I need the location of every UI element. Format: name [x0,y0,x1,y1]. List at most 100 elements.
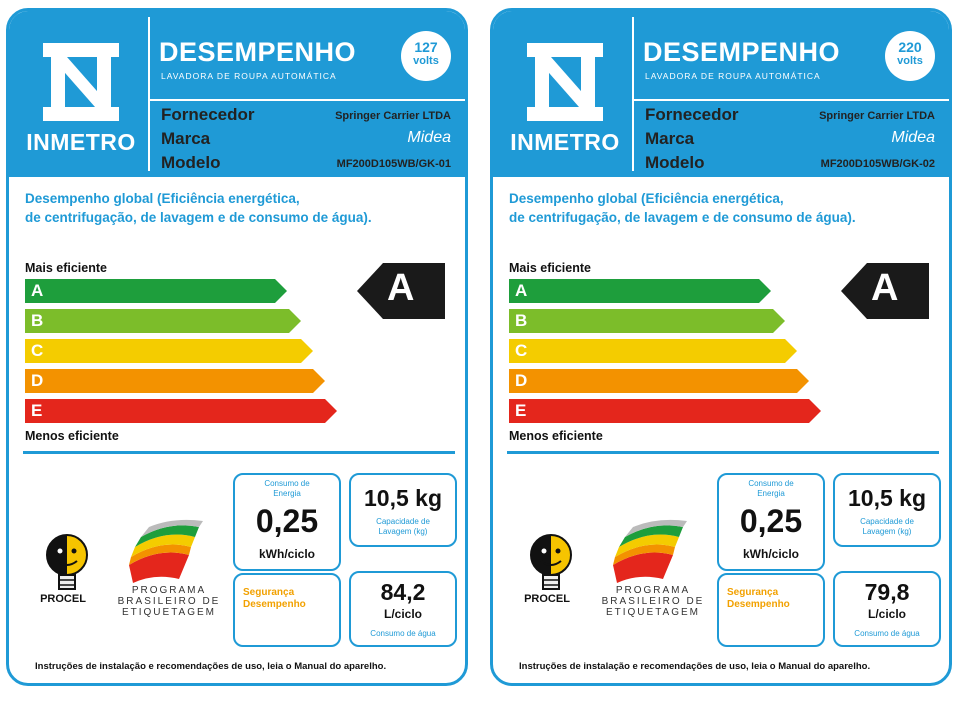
section-separator [23,451,455,454]
mais-eficiente-label: Mais eficiente [509,261,591,275]
fornecedor-value: Springer Carrier LTDA [819,110,935,122]
label-title: DESEMPENHO [159,37,357,67]
menos-eficiente-label: Menos eficiente [509,429,603,443]
class-bar-c: C [25,339,313,363]
label-header: INMETRO DESEMPENHO LAVADORA DE ROUPA AUT… [9,11,465,177]
class-bar-a: A [25,279,287,303]
capacity-box: 10,5 kg Capacidade de Lavagem (kg) [833,473,941,547]
fornecedor-value: Springer Carrier LTDA [335,110,451,122]
capacity-caption: Capacidade de Lavagem (kg) [860,517,914,536]
capacity-value: 10,5 kg [848,485,926,511]
marca-label: Marca [645,129,695,148]
voltage-unit: volts [897,55,923,67]
inmetro-logo-text: INMETRO [26,129,136,155]
footer-instructions: Instruções de instalação e recomendações… [519,661,871,672]
voltage-unit: volts [413,55,439,67]
marca-value: Midea [891,129,935,146]
energy-label-220v: INMETRO DESEMPENHO LAVADORA DE ROUPA AUT… [490,8,952,686]
energy-value: 0,25 [255,503,319,539]
water-unit: L/ciclo [867,607,906,621]
performance-description: Desempenho global (Eficiência energética… [25,189,372,227]
class-bar-d: D [509,369,809,393]
label-header: INMETRO DESEMPENHO LAVADORA DE ROUPA AUT… [493,11,949,177]
inmetro-logo: INMETRO [17,17,145,169]
pbe-line-1: PROGRAMA [615,585,691,596]
class-bar-a: A [509,279,771,303]
label-subtitle: LAVADORA DE ROUPA AUTOMÁTICA [645,71,821,81]
modelo-value: MF200D105WB/GK-01 [336,158,451,170]
energy-label-127v: INMETRO DESEMPENHO LAVADORA DE ROUPA AUT… [6,8,468,686]
rating-letter: A [387,267,415,309]
performance-description: Desempenho global (Eficiência energética… [509,189,856,227]
water-caption: Consumo de água [854,629,920,638]
inmetro-logo-icon [43,43,119,121]
header-hdivider [634,99,949,101]
safety-box: Segurança Desempenho [717,573,825,647]
water-caption: Consumo de água [370,629,436,638]
capacity-caption: Capacidade de Lavagem (kg) [376,517,430,536]
pbe-text: PROGRAMA BRASILEIRO DE ETIQUETAGEM [109,585,229,618]
voltage-value: 220 [898,39,922,55]
class-letter-a: A [515,281,528,300]
class-letter-c: C [31,341,44,360]
procel-lightbulb-icon [530,534,572,590]
mais-eficiente-label: Mais eficiente [25,261,107,275]
pbe-text: PROGRAMA BRASILEIRO DE ETIQUETAGEM [593,585,713,618]
modelo-label: Modelo [645,153,705,172]
class-bar-e: E [25,399,337,423]
rating-letter: A [871,267,899,309]
performance-line-2: de centrifugação, de lavagem e de consum… [509,210,856,225]
class-letter-a: A [31,281,44,300]
water-consumption-box: 79,8 L/ciclo Consumo de água [833,571,941,647]
pbe-line-2: BRASILEIRO DE [601,596,705,607]
marca-value: Midea [407,129,451,146]
energy-consumption-box: Consumo de Energia 0,25 kWh/ciclo [233,473,341,571]
fornecedor-label: Fornecedor [161,105,255,124]
performance-line-1: Desempenho global (Eficiência energética… [509,191,784,206]
water-value: 84,2 [380,579,426,605]
energy-caption: Consumo de Energia [264,479,310,498]
inmetro-logo: INMETRO [501,17,629,169]
fornecedor-label: Fornecedor [645,105,739,124]
procel-lightbulb-icon [46,534,88,590]
header-hdivider [150,99,465,101]
class-bar-e: E [509,399,821,423]
class-letter-b: B [515,311,528,330]
class-bar-b: B [25,309,301,333]
voltage-badge: 220 volts [885,31,935,81]
capacity-box: 10,5 kg Capacidade de Lavagem (kg) [349,473,457,547]
class-letter-c: C [515,341,528,360]
energy-caption: Consumo de Energia [748,479,794,498]
label-title: DESEMPENHO [643,37,841,67]
class-bar-b: B [509,309,785,333]
menos-eficiente-label: Menos eficiente [25,429,119,443]
rating-indicator: A [841,263,929,319]
procel-text: PROCEL [40,593,86,605]
modelo-value: MF200D105WB/GK-02 [820,158,935,170]
section-separator [507,451,939,454]
capacity-value: 10,5 kg [364,485,442,511]
water-unit: L/ciclo [383,607,422,621]
energy-value: 0,25 [739,503,803,539]
pbe-line-2: BRASILEIRO DE [117,596,221,607]
class-letter-d: D [515,371,528,390]
pbe-flag-icon [613,519,687,583]
pbe-line-3: ETIQUETAGEM [605,607,701,618]
safety-line-1: Segurança [727,587,779,598]
class-letter-b: B [31,311,44,330]
pbe-flag-icon [129,519,203,583]
voltage-value: 127 [414,39,438,55]
safety-line-2: Desempenho [243,599,306,610]
marca-label: Marca [161,129,211,148]
label-subtitle: LAVADORA DE ROUPA AUTOMÁTICA [161,71,337,81]
safety-line-1: Segurança [243,587,295,598]
modelo-label: Modelo [161,153,221,172]
energy-unit: kWh/ciclo [258,547,315,561]
voltage-badge: 127 volts [401,31,451,81]
class-letter-e: E [515,401,527,420]
energy-consumption-box: Consumo de Energia 0,25 kWh/ciclo [717,473,825,571]
inmetro-logo-icon [527,43,603,121]
rating-indicator: A [357,263,445,319]
performance-line-2: de centrifugação, de lavagem e de consum… [25,210,372,225]
class-letter-d: D [31,371,44,390]
